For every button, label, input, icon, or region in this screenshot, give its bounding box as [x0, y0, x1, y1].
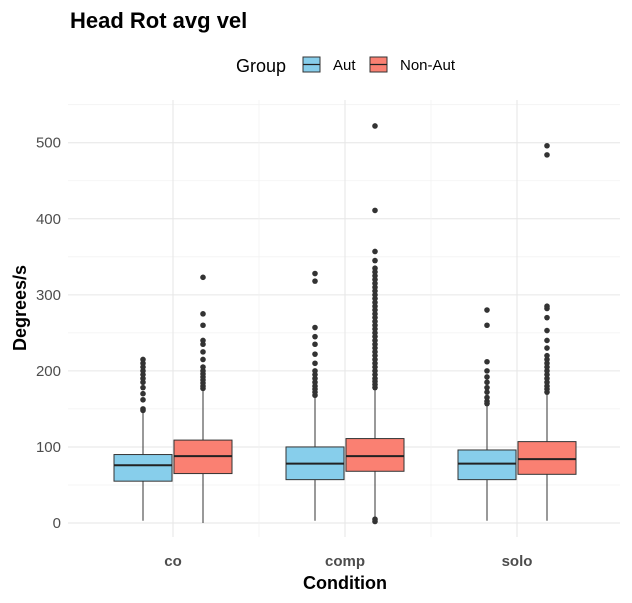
outlier-point [544, 352, 550, 359]
x-tick-label: solo [502, 553, 533, 570]
outlier-point [544, 345, 550, 351]
y-tick-label: 300 [36, 287, 61, 304]
outlier-point [544, 152, 550, 158]
outlier-point [312, 368, 318, 374]
outlier-point [544, 142, 550, 149]
outlier-point [312, 278, 318, 284]
x-tick-label: co [164, 553, 182, 570]
legend-item: Non-Aut [369, 56, 456, 74]
y-axis-title: Degrees/s [10, 265, 30, 351]
box-body [113, 454, 173, 482]
y-tick-label: 200 [36, 363, 61, 380]
box-aut-co [113, 356, 173, 521]
outlier-point [312, 341, 318, 348]
outlier-point [200, 364, 206, 370]
outlier-point [200, 349, 206, 355]
x-axis-title: Condition [303, 573, 387, 593]
outlier-point [372, 257, 378, 264]
outlier-point [200, 356, 206, 363]
outlier-point [312, 351, 318, 357]
outlier-point [484, 322, 490, 329]
outlier-point [544, 327, 550, 334]
outlier-point [544, 303, 550, 310]
legend-item: Aut [302, 56, 356, 74]
outlier-point [200, 337, 206, 344]
legend: Group Aut Non-Aut [236, 56, 456, 76]
box-aut-comp [285, 270, 345, 521]
legend-label: Aut [333, 57, 356, 74]
outlier-point [140, 384, 146, 391]
box-body [517, 441, 577, 475]
outlier-point [200, 274, 206, 281]
y-axis-ticks: 0 100 200 300 400 500 [36, 135, 61, 532]
y-tick-label: 100 [36, 439, 61, 456]
outlier-point [372, 123, 378, 129]
outlier-point [372, 207, 378, 214]
outlier-point [140, 356, 146, 363]
outlier-point [484, 394, 490, 401]
outlier-point [140, 406, 146, 412]
outlier-point [484, 307, 490, 313]
outlier-point [200, 322, 206, 329]
outlier-point [484, 368, 490, 374]
box-non-aut-co [173, 274, 233, 523]
outlier-point [200, 311, 206, 317]
box-aut-solo [457, 307, 517, 521]
x-tick-label: comp [325, 553, 365, 570]
legend-label: Non-Aut [400, 57, 456, 74]
outlier-point [140, 390, 146, 397]
outlier-point [484, 384, 490, 391]
y-tick-label: 0 [53, 515, 61, 532]
x-axis-ticks: co comp solo [164, 553, 532, 570]
outlier-point [312, 324, 318, 331]
y-tick-label: 500 [36, 135, 61, 152]
outlier-point [544, 337, 550, 344]
legend-title: Group [236, 56, 286, 76]
outlier-point [312, 360, 318, 367]
outlier-point [372, 248, 378, 255]
outlier-point [372, 516, 378, 522]
box-non-aut-solo [517, 142, 577, 521]
outlier-point [544, 314, 550, 321]
outlier-point [372, 265, 378, 271]
grid [68, 100, 620, 537]
box-non-aut-comp [345, 123, 405, 525]
plot-area [113, 123, 577, 525]
box-body [457, 449, 517, 481]
y-tick-label: 400 [36, 211, 61, 228]
chart-title: Head Rot avg vel [70, 8, 247, 33]
outlier-point [312, 333, 318, 340]
outlier-point [484, 358, 490, 365]
outlier-point [484, 379, 490, 386]
box-body [345, 438, 405, 472]
outlier-point [140, 396, 146, 403]
outlier-point [484, 374, 490, 380]
outlier-point [484, 389, 490, 395]
outlier-point [312, 270, 318, 277]
